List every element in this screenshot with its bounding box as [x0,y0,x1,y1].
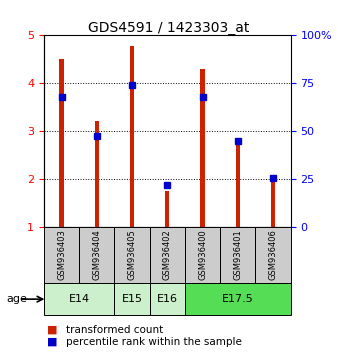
Text: GSM936401: GSM936401 [233,229,242,280]
Text: E17.5: E17.5 [222,294,254,304]
Text: E16: E16 [157,294,178,304]
Bar [79,227,115,283]
Bar [200,69,205,227]
Text: GSM936405: GSM936405 [127,229,137,280]
Text: percentile rank within the sample: percentile rank within the sample [66,337,242,347]
Text: transformed count: transformed count [66,325,163,335]
Bar [271,181,275,227]
Bar [59,59,64,227]
Bar [44,283,115,315]
Text: GSM936403: GSM936403 [57,229,66,280]
Text: ■: ■ [47,325,58,335]
Text: ■: ■ [47,337,58,347]
Bar [236,138,240,227]
Bar [165,191,169,227]
Text: GSM936402: GSM936402 [163,229,172,280]
Bar [185,227,220,283]
Bar [256,227,291,283]
Bar [95,121,99,227]
Bar [115,283,150,315]
Text: E14: E14 [69,294,90,304]
Text: age: age [7,294,28,304]
Bar [130,46,134,227]
Bar [150,227,185,283]
Bar [44,227,79,283]
Text: E15: E15 [122,294,143,304]
Bar [185,283,291,315]
Text: GSM936406: GSM936406 [269,229,277,280]
Bar [150,283,185,315]
Bar [115,227,150,283]
Text: GSM936404: GSM936404 [92,229,101,280]
Bar [220,227,256,283]
Text: GDS4591 / 1423303_at: GDS4591 / 1423303_at [88,21,250,35]
Text: GSM936400: GSM936400 [198,229,207,280]
